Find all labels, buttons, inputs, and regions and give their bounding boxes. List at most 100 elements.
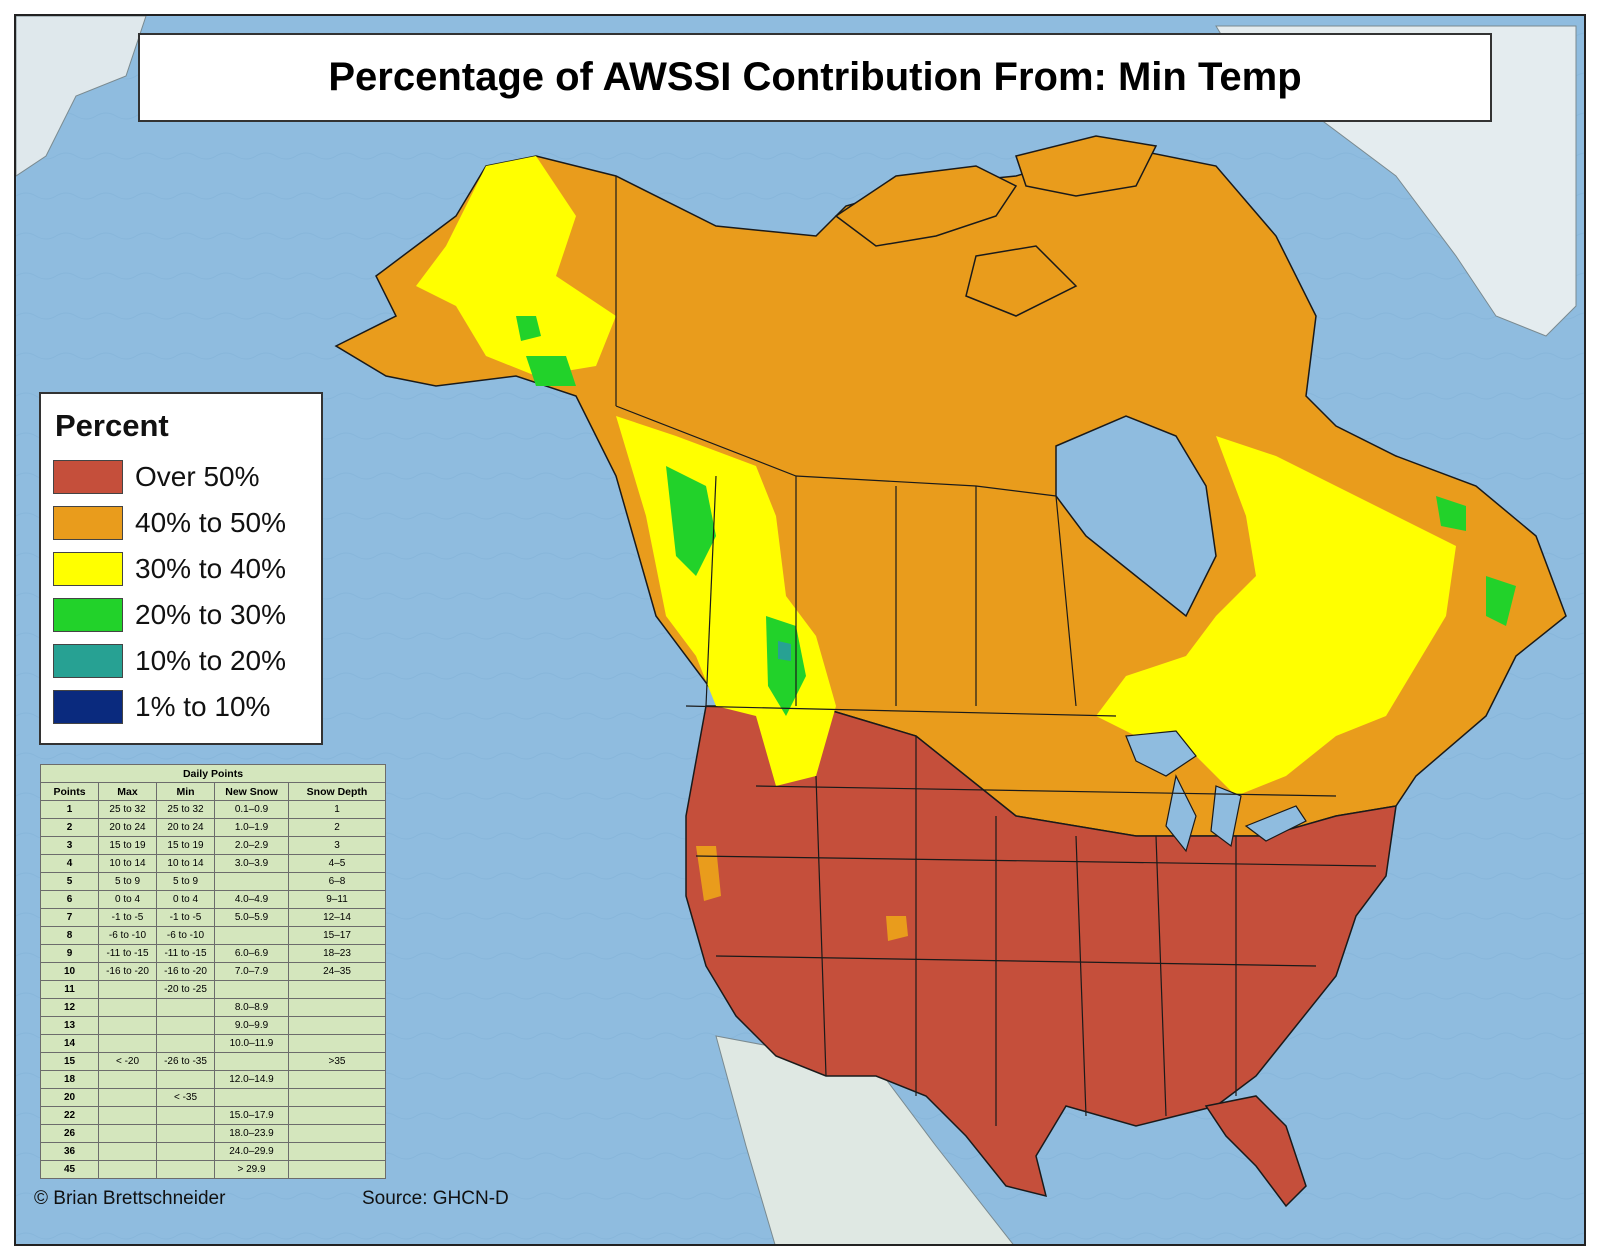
table-cell — [98, 1124, 157, 1143]
daily-points-table: Daily Points Points Max Min New Snow Sno… — [39, 764, 387, 1179]
legend-item-over-50: Over 50% — [53, 459, 260, 495]
table-cell: 6.0–6.9 — [214, 944, 289, 963]
table-cell: 13 — [40, 1016, 99, 1035]
table-cell: 5 — [40, 872, 99, 891]
legend-label: 20% to 30% — [135, 599, 286, 630]
zone-20-30-nfld — [1436, 496, 1516, 626]
table-cell — [287, 1160, 387, 1179]
table-cell: 2.0–2.9 — [214, 836, 289, 855]
table-cell: 4–5 — [287, 854, 387, 873]
table-cell: 9 — [40, 944, 99, 963]
table-row: 1 25 to 32 25 to 32 0.1–0.9 1 — [40, 800, 387, 819]
table-row: 45 > 29.9 — [40, 1160, 387, 1179]
table-cell: 4 — [40, 854, 99, 873]
table-cell — [156, 1034, 215, 1053]
legend-swatch — [53, 598, 123, 632]
zone-30-40-alaska — [416, 156, 616, 376]
table-cell — [98, 998, 157, 1017]
table-cell: 0 to 4 — [156, 890, 215, 909]
table-cell — [214, 1088, 289, 1107]
legend: Percent Over 50% 40% to 50% 30% to 40% 2… — [39, 392, 323, 745]
table-cell: -1 to -5 — [156, 908, 215, 927]
table-cell — [98, 1034, 157, 1053]
table-cell: 7 — [40, 908, 99, 927]
table-cell: 8.0–8.9 — [214, 998, 289, 1017]
table-cell: 1 — [287, 800, 387, 819]
table-row: 11 -20 to -25 — [40, 980, 387, 999]
table-cell: 12 — [40, 998, 99, 1017]
map-frame: Percentage of AWSSI Contribution From: M… — [14, 14, 1586, 1246]
table-cell: 9.0–9.9 — [214, 1016, 289, 1035]
table-cell — [98, 980, 157, 999]
col-header-new-snow: New Snow — [214, 782, 289, 801]
legend-item-30-40: 30% to 40% — [53, 551, 286, 587]
title-box: Percentage of AWSSI Contribution From: M… — [138, 33, 1492, 122]
legend-swatch — [53, 690, 123, 724]
table-cell — [98, 1016, 157, 1035]
legend-swatch — [53, 460, 123, 494]
table-cell: 4.0–4.9 — [214, 890, 289, 909]
table-cell: 3 — [40, 836, 99, 855]
source-text: Source: GHCN-D — [362, 1188, 509, 1209]
map-title: Percentage of AWSSI Contribution From: M… — [328, 55, 1302, 99]
table-cell — [156, 1070, 215, 1089]
table-cell — [98, 1160, 157, 1179]
table-cell — [156, 1124, 215, 1143]
legend-label: Over 50% — [135, 461, 260, 492]
table-cell — [287, 1142, 387, 1161]
table-cell: 10.0–11.9 — [214, 1034, 289, 1053]
table-cell: 20 — [40, 1088, 99, 1107]
table-cell: 20 to 24 — [98, 818, 157, 837]
table-cell: > 29.9 — [214, 1160, 289, 1179]
table-row: 8 -6 to -10 -6 to -10 15–17 — [40, 926, 387, 945]
table-caption: Daily Points — [39, 764, 387, 783]
table-cell: 6 — [40, 890, 99, 909]
table-cell — [287, 1106, 387, 1125]
table-cell: 2 — [287, 818, 387, 837]
table-cell: 14 — [40, 1034, 99, 1053]
table-header-row: Points Max Min New Snow Snow Depth — [40, 782, 387, 801]
table-cell — [214, 872, 289, 891]
table-cell — [287, 1124, 387, 1143]
col-header-snow-depth: Snow Depth — [287, 782, 387, 801]
table-cell: >35 — [287, 1052, 387, 1071]
zone-30-40-east — [1096, 436, 1456, 796]
table-cell: 15 to 19 — [98, 836, 157, 855]
north-america-map — [16, 16, 1584, 1244]
table-row: 3 15 to 19 15 to 19 2.0–2.9 3 — [40, 836, 387, 855]
table-row: 36 24.0–29.9 — [40, 1142, 387, 1161]
table-cell: 10 to 14 — [156, 854, 215, 873]
table-cell — [156, 1160, 215, 1179]
table-cell: -11 to -15 — [98, 944, 157, 963]
table-row: 2 20 to 24 20 to 24 1.0–1.9 2 — [40, 818, 387, 837]
table-cell: 18 — [40, 1070, 99, 1089]
table-cell — [98, 1106, 157, 1125]
boundary-lines — [615, 176, 1377, 1126]
table-cell: 25 to 32 — [156, 800, 215, 819]
table-cell: 2 — [40, 818, 99, 837]
table-cell — [287, 1070, 387, 1089]
table-cell: 36 — [40, 1142, 99, 1161]
table-cell: -16 to -20 — [98, 962, 157, 981]
table-row: 13 9.0–9.9 — [40, 1016, 387, 1035]
table-row: 26 18.0–23.9 — [40, 1124, 387, 1143]
table-cell: 1.0–1.9 — [214, 818, 289, 837]
table-cell — [98, 1088, 157, 1107]
table-row: 4 10 to 14 10 to 14 3.0–3.9 4–5 — [40, 854, 387, 873]
table-body: 1 25 to 32 25 to 32 0.1–0.9 1 2 20 to 24 20 to … — [40, 800, 387, 1179]
table-cell — [287, 1088, 387, 1107]
table-cell: -1 to -5 — [98, 908, 157, 927]
legend-label: 1% to 10% — [135, 691, 271, 722]
table-cell: 7.0–7.9 — [214, 962, 289, 981]
table-cell — [98, 1070, 157, 1089]
legend-label: 40% to 50% — [135, 507, 286, 538]
table-cell: 3.0–3.9 — [214, 854, 289, 873]
table-cell — [214, 1052, 289, 1071]
table-cell: -20 to -25 — [156, 980, 215, 999]
legend-item-10-20: 10% to 20% — [53, 643, 286, 679]
table-cell — [98, 1142, 157, 1161]
table-cell: 45 — [40, 1160, 99, 1179]
table-row: 9 -11 to -15 -11 to -15 6.0–6.9 18–23 — [40, 944, 387, 963]
